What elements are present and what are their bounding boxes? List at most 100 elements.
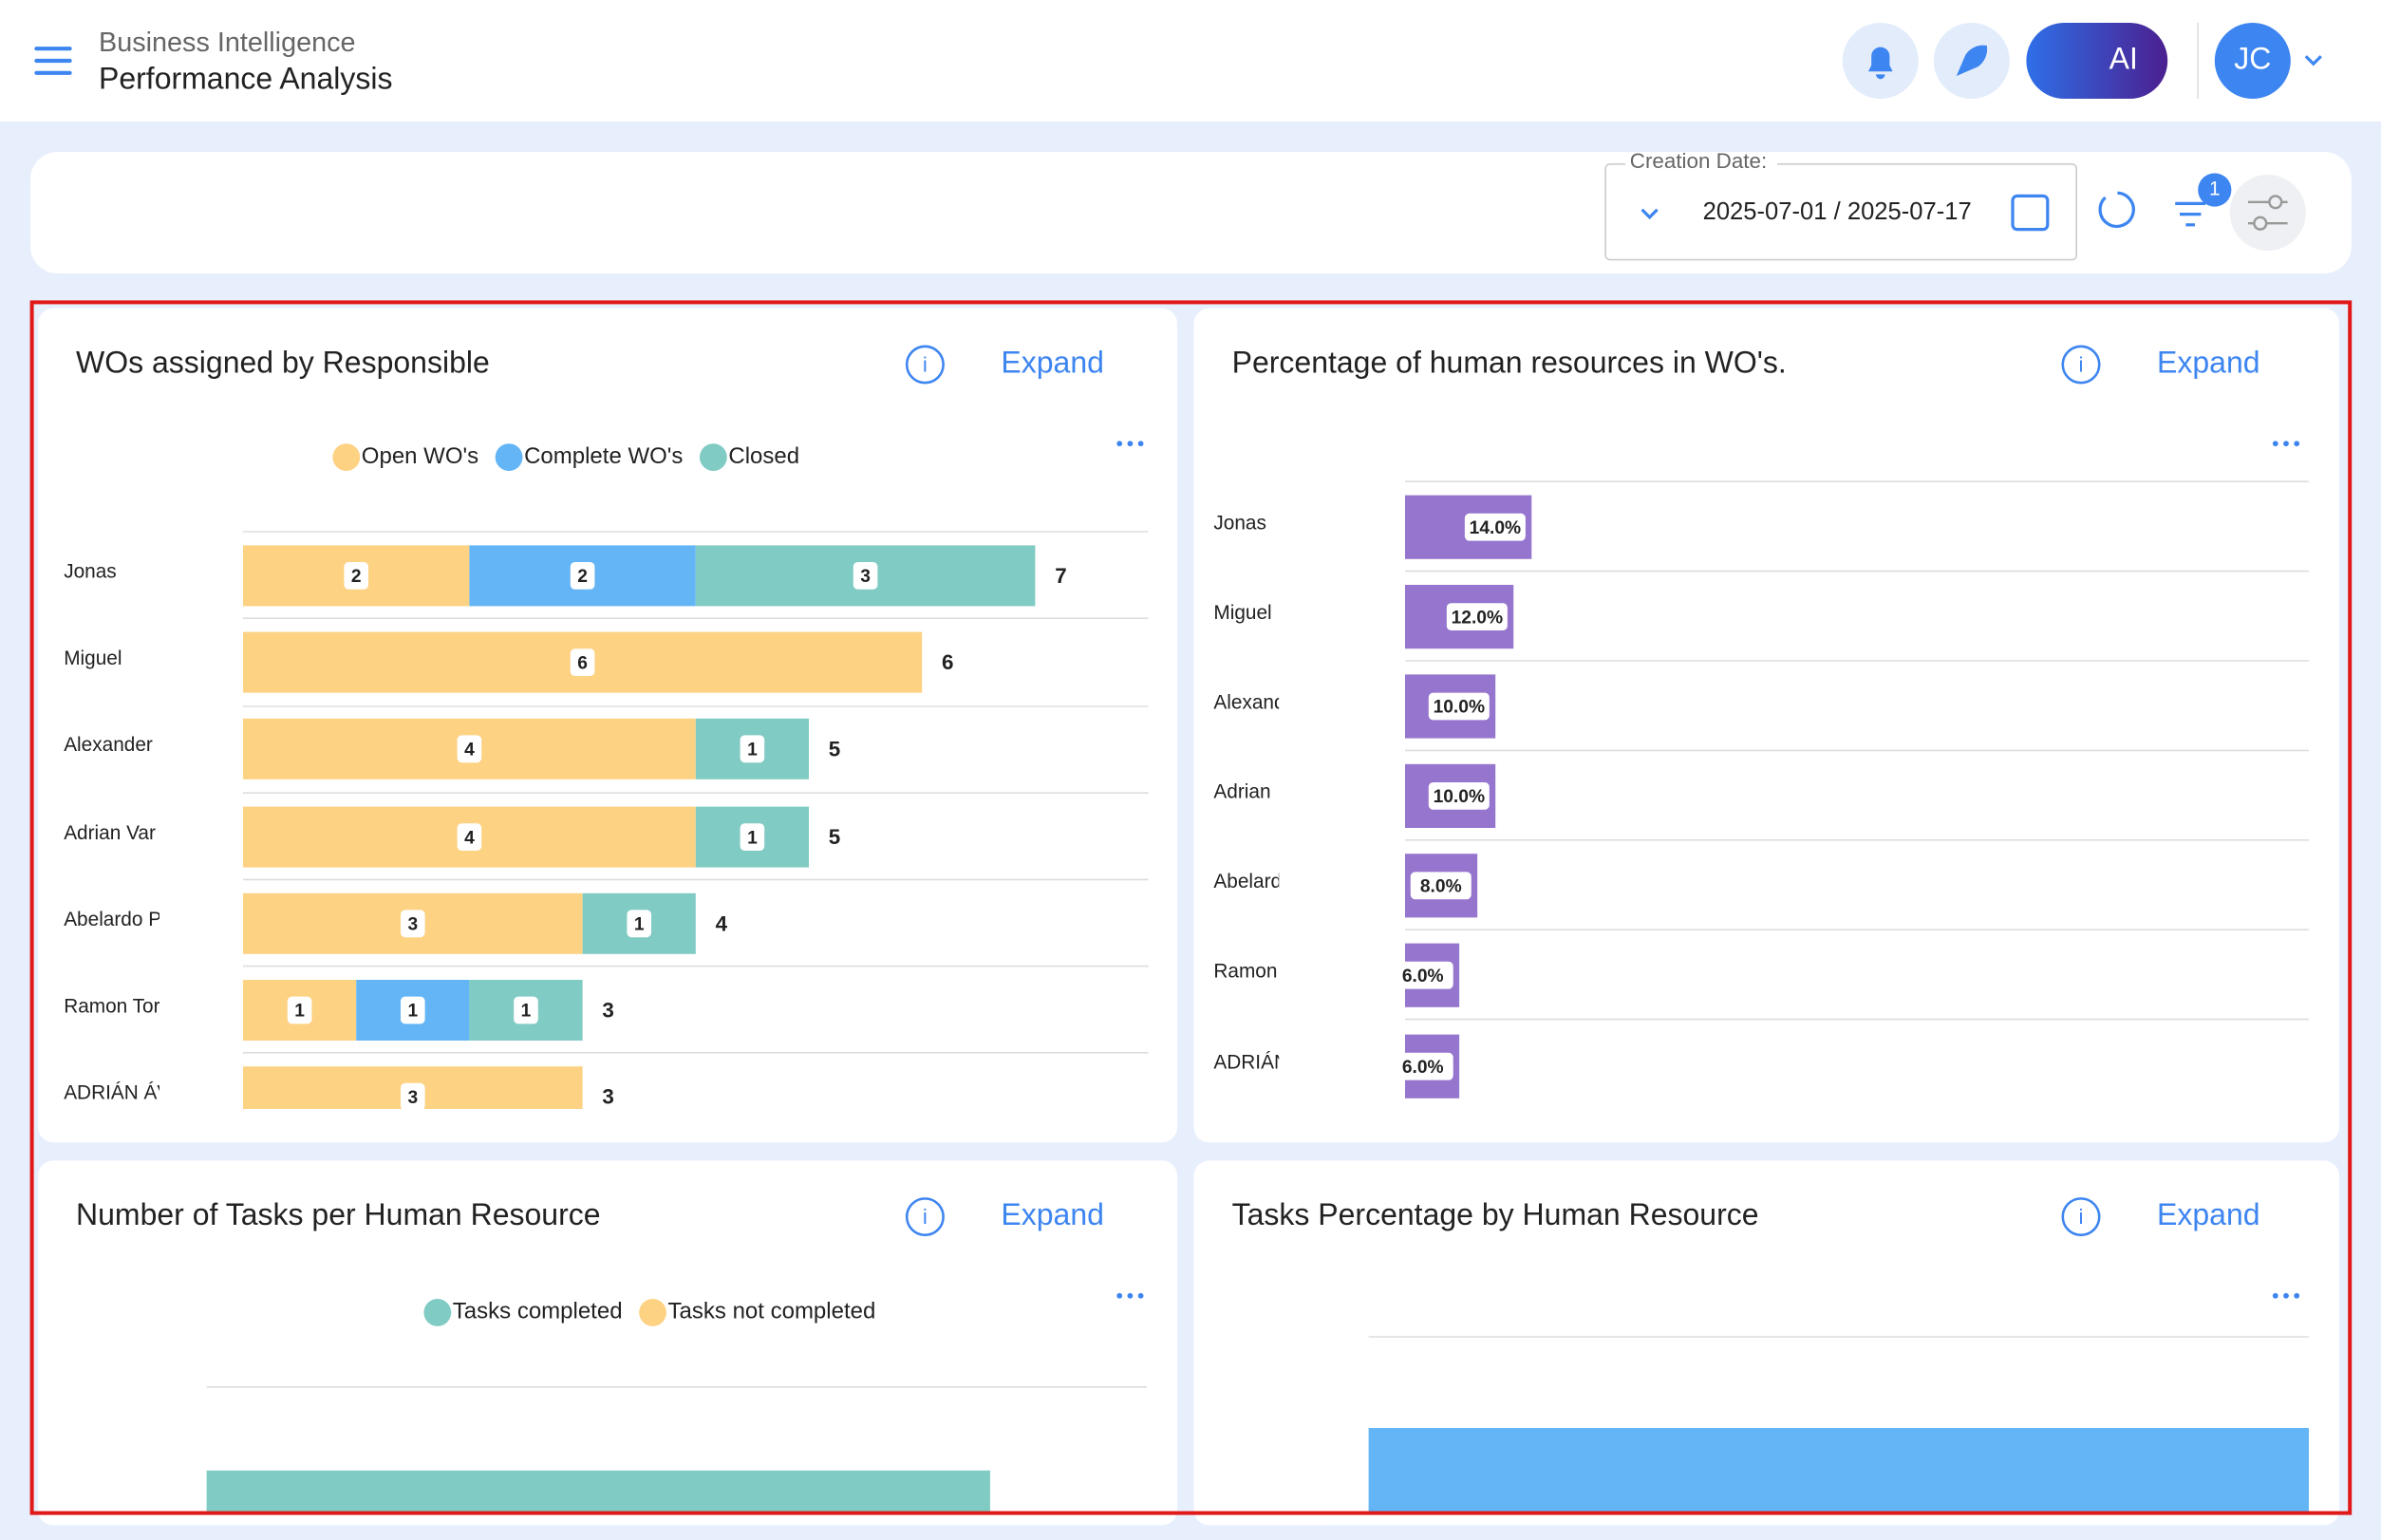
legend-swatch[interactable]	[423, 1299, 452, 1326]
value-label: 10.0%	[1434, 787, 1485, 807]
value-label-bg	[401, 1082, 425, 1109]
more-menu-dot[interactable]	[2294, 441, 2300, 447]
bar-segment	[206, 1470, 990, 1512]
more-menu-dot[interactable]	[2272, 1292, 2278, 1299]
value-label: 8.0%	[1420, 876, 1462, 896]
date-chevron[interactable]	[1640, 208, 1659, 220]
category-labels: Jonas Miguel Alexander Adrian Var Abelardo P…	[64, 561, 161, 1104]
expand-button[interactable]: Expand	[1001, 1197, 1104, 1231]
value-label: 3	[407, 1088, 418, 1108]
category-label: Jonas	[1213, 513, 1266, 535]
category-label: Adrian Var	[64, 822, 156, 844]
value-label-bg	[401, 910, 425, 938]
info-icon: i	[923, 353, 928, 377]
category-label: Jonas	[64, 561, 116, 583]
more-menu-dot[interactable]	[1137, 441, 1144, 447]
date-field[interactable]	[1604, 163, 2077, 261]
panel: WOs assigned by Responsible i Expand 2 2 3 7 6 6…	[38, 308, 1177, 1143]
settings-button[interactable]	[2229, 175, 2306, 251]
ai-button[interactable]	[2026, 23, 2168, 99]
panel-title: WOs assigned by Responsible	[76, 345, 490, 379]
date-value: 2025-07-01 / 2025-07-17	[1703, 198, 1972, 225]
total-label: 3	[602, 1085, 613, 1109]
info-button[interactable]	[2061, 1197, 2101, 1237]
value-label: 1	[407, 1002, 418, 1022]
label-bg	[1625, 152, 1777, 174]
legend-label[interactable]: Complete WO's	[524, 443, 683, 469]
category-label: ADRIÁN	[1213, 1052, 1288, 1074]
info-button[interactable]	[2061, 345, 2101, 385]
value-label-bg	[401, 996, 425, 1024]
value-label: 4	[464, 740, 475, 760]
value-label: 1	[294, 1002, 305, 1022]
filter-button[interactable]	[2175, 201, 2206, 227]
rocket-icon	[1956, 45, 1988, 76]
category-label: Alexand	[1213, 691, 1284, 713]
category-label: Ramon	[1213, 961, 1277, 983]
value-label-bg	[740, 735, 765, 763]
value-label-bg	[1392, 1052, 1453, 1080]
date-label: Creation Date:	[1630, 149, 1767, 173]
menu-button[interactable]	[34, 47, 72, 75]
expand-button[interactable]: Expand	[2157, 1197, 2260, 1231]
more-menu-dot[interactable]	[1137, 1292, 1144, 1299]
info-button[interactable]	[905, 1197, 945, 1237]
legend-label[interactable]: Closed	[728, 443, 799, 469]
value-label: 4	[464, 828, 475, 848]
panel-card	[38, 1160, 1177, 1526]
legend-label[interactable]: Open WO's	[362, 443, 478, 469]
header-title: Performance Analysis	[99, 61, 392, 95]
panel-title: Tasks Percentage by Human Resource	[1232, 1197, 1759, 1231]
panel-card	[1193, 308, 2339, 1143]
more-menu-dot[interactable]	[2272, 441, 2278, 447]
value-label-bg	[457, 823, 482, 851]
more-menu-dot[interactable]	[1116, 441, 1123, 447]
value-label-bg	[853, 562, 878, 590]
more-menu-dot[interactable]	[1127, 1292, 1134, 1299]
total-label: 4	[716, 911, 728, 935]
avatar[interactable]	[2214, 23, 2291, 99]
value-label: 1	[747, 828, 758, 848]
category-label: Ramon Tor	[64, 995, 159, 1017]
category-labels: Jonas Miguel Alexand Adrian Abelard Ramon ADRI…	[1213, 513, 1288, 1074]
filter-badge-count: 1	[2209, 178, 2221, 200]
avatar-chevron[interactable]	[2304, 55, 2322, 66]
value-label-bg	[514, 996, 538, 1024]
more-menu-dot[interactable]	[2283, 441, 2289, 447]
filter-badge	[2198, 173, 2232, 207]
legend-swatch[interactable]	[495, 443, 523, 471]
legend-swatch[interactable]	[699, 443, 727, 471]
more-menu-dot[interactable]	[2283, 1292, 2289, 1299]
more-menu-dot[interactable]	[1127, 441, 1134, 447]
total-label: 5	[829, 737, 840, 761]
info-icon: i	[2079, 1205, 2084, 1229]
value-label: 6	[577, 653, 588, 673]
total-label: 6	[942, 650, 953, 674]
value-label: 1	[747, 740, 758, 760]
refresh-button[interactable]	[2098, 191, 2135, 228]
legend-swatch[interactable]	[332, 443, 361, 471]
bar	[1368, 1428, 2309, 1512]
calendar-icon[interactable]	[2011, 194, 2050, 232]
legend-label[interactable]: Tasks completed	[453, 1299, 623, 1324]
info-button[interactable]	[905, 345, 945, 385]
total-label: 3	[602, 999, 613, 1023]
more-menu-dot[interactable]	[2294, 1292, 2300, 1299]
chart-area	[1368, 1336, 2309, 1512]
legend-label[interactable]: Tasks not completed	[668, 1299, 876, 1324]
value-label-bg	[1428, 692, 1490, 721]
value-label: 14.0%	[1470, 518, 1521, 538]
more-menu-dot[interactable]	[1116, 1292, 1123, 1299]
expand-button[interactable]: Expand	[1001, 345, 1104, 379]
value-label-bg	[570, 648, 595, 676]
legend-swatch[interactable]	[639, 1299, 666, 1326]
expand-button[interactable]: Expand	[2157, 345, 2260, 379]
value-label: 2	[351, 567, 362, 587]
panel: Percentage of human resources in WO's. i E…	[1193, 308, 2339, 1143]
value-label: 3	[860, 567, 871, 587]
category-label: Miguel	[64, 648, 122, 669]
category-label: Abelardo P	[64, 909, 161, 930]
value-label: 2	[577, 567, 588, 587]
